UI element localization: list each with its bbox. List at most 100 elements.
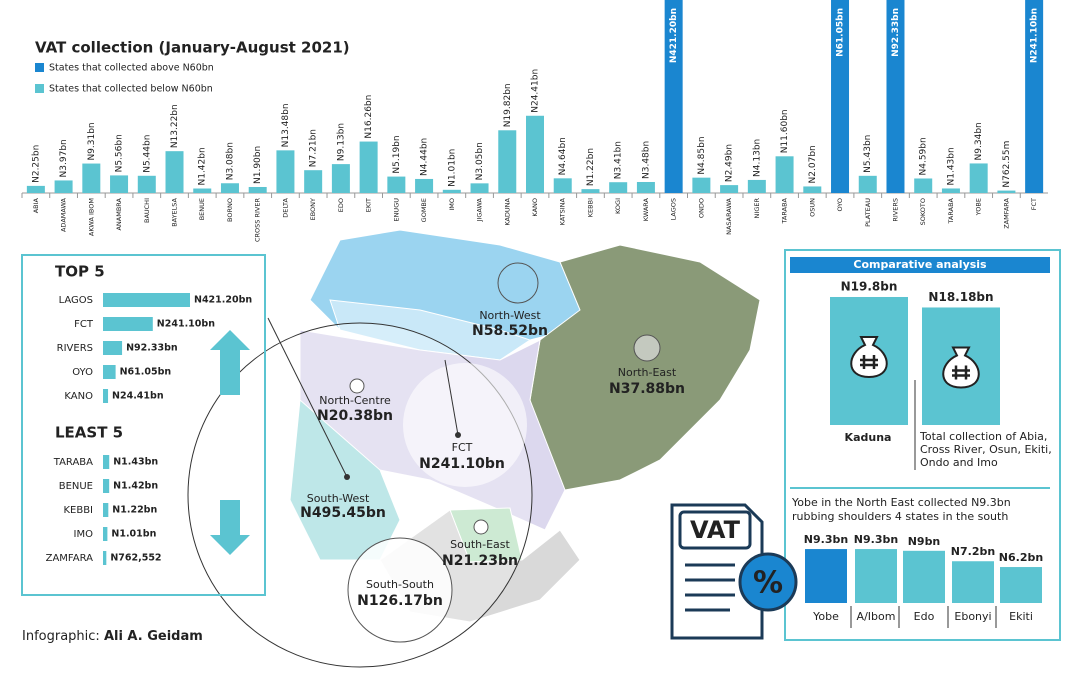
- bar: [103, 551, 107, 565]
- x-tick-label: JIGAWA: [476, 197, 484, 222]
- x-tick-label: Total collection of Abia, Cross River, O…: [920, 430, 1052, 469]
- x-tick-label: DELTA: [281, 197, 289, 217]
- chart-title-box: Yobe in the North East collected N9.3bn …: [792, 496, 1011, 523]
- bar: [886, 0, 905, 193]
- money-bag: [850, 335, 888, 378]
- bar: [831, 0, 850, 194]
- value-label: N4.85bn: [697, 136, 707, 174]
- value-label: N1.43bn: [113, 457, 158, 468]
- arrow-up: [210, 330, 250, 395]
- value-label: N11.60bn: [780, 109, 790, 153]
- value-label: N9.34bn: [974, 122, 984, 160]
- x-tick-label: KOGI: [614, 198, 622, 214]
- x-tick-label: ONDO: [697, 198, 705, 218]
- bar: [692, 177, 711, 193]
- percent-symbol: %: [753, 566, 783, 601]
- region-value: N126.17bn: [357, 593, 443, 609]
- naira-sign: [952, 365, 970, 380]
- legend-label: States that collected below N60bn: [49, 84, 213, 95]
- x-tick-label: ADAMAWA: [60, 197, 68, 232]
- value-label: N6.2bn: [999, 551, 1043, 564]
- value-label: N3.97bn: [59, 139, 69, 177]
- fct-circle: [403, 363, 527, 487]
- x-tick-label: NIGER: [753, 198, 761, 219]
- bar: [103, 317, 153, 331]
- y-tick-label: OYO: [72, 367, 93, 378]
- bar: [470, 183, 489, 193]
- bar: [193, 188, 212, 193]
- bar: [415, 178, 434, 193]
- bar: [609, 182, 628, 193]
- x-tick-label: BENUE: [198, 198, 206, 220]
- marker: [497, 262, 539, 304]
- bar: [498, 130, 517, 193]
- bar: [720, 185, 739, 193]
- y-tick-label: FCT: [74, 319, 94, 330]
- value-label: N1.22bn: [586, 148, 596, 186]
- x-tick-label: EKIT: [365, 198, 373, 212]
- x-tick-label: PLATEAU: [864, 198, 872, 227]
- value-label: N1.42bn: [113, 481, 158, 492]
- x-tick-label: IMO: [448, 198, 456, 211]
- x-tick-label: LAGOS: [670, 198, 678, 220]
- bar: [220, 183, 239, 193]
- region-value: N495.45bn: [300, 505, 386, 521]
- value-label: N13.48bn: [281, 103, 291, 147]
- y-tick-label: RIVERS: [57, 343, 93, 354]
- value-label: N2.49bn: [725, 144, 735, 182]
- x-tick-label: GOMBE: [420, 198, 428, 222]
- region-name: South-East: [450, 538, 510, 551]
- value-label: N5.44bn: [142, 135, 152, 173]
- x-tick-label: Yobe: [812, 610, 839, 623]
- y-tick-label: IMO: [74, 529, 94, 540]
- bar: [941, 188, 960, 193]
- value-label: N18.18bn: [928, 290, 993, 304]
- x-tick-label: YOBE: [975, 198, 983, 216]
- value-label: N4.59bn: [919, 137, 929, 175]
- value-label: N241.10bn: [1030, 8, 1040, 63]
- value-label: N5.56bn: [115, 134, 125, 172]
- x-tick-label: RIVERS: [891, 198, 899, 222]
- x-tick-label: ZAMFARA: [1002, 197, 1010, 228]
- y-tick-label: BENUE: [59, 481, 93, 492]
- region-value: N20.38bn: [317, 408, 393, 424]
- panel-border: [784, 249, 1061, 641]
- x-tick-label: TARABA: [781, 197, 789, 224]
- x-tick-label: AKWA IBOM: [87, 198, 95, 236]
- value-label: N1.22bn: [112, 505, 157, 516]
- value-label: N3.41bn: [614, 141, 624, 179]
- y-tick-label: KEBBI: [63, 505, 93, 516]
- y-tick-label: TARABA: [53, 457, 93, 468]
- bar: [103, 365, 116, 379]
- bar: [165, 151, 184, 193]
- value-label: N9bn: [908, 535, 941, 548]
- x-tick-label: Ebonyi: [954, 610, 991, 623]
- x-tick-label: KATSINA: [559, 197, 567, 225]
- value-label: N5.19bn: [392, 135, 402, 173]
- bar: [775, 156, 794, 193]
- value-label: N19.8bn: [841, 279, 898, 293]
- value-label: N2.25bn: [31, 145, 41, 183]
- value-label: N1.01bn: [111, 529, 156, 540]
- x-tick-label: Kaduna: [845, 431, 892, 444]
- panel-title: Comparative analysis: [853, 258, 987, 271]
- vat-box: [678, 510, 752, 550]
- region-name: FCT: [452, 441, 473, 454]
- naira-sign: [860, 354, 878, 369]
- value-label: N7.2bn: [951, 545, 995, 558]
- x-tick-label: NASARAWA: [725, 197, 733, 234]
- value-label: N5.43bn: [863, 135, 873, 173]
- x-tick-label: KWARA: [642, 197, 650, 221]
- value-label: N1.42bn: [198, 147, 208, 185]
- value-label: N61.05bn: [120, 367, 172, 378]
- value-label: N4.13bn: [752, 139, 762, 177]
- x-tick-label: BORNO: [226, 198, 234, 222]
- value-label: N19.82bn: [503, 83, 513, 127]
- panel-border: [21, 254, 266, 596]
- marker: [633, 334, 661, 362]
- vat-icon: VAT %: [670, 503, 798, 640]
- region-value: N21.23bn: [442, 553, 518, 569]
- marker: [473, 519, 489, 535]
- value-label: N3.08bn: [225, 142, 235, 180]
- value-label: N92.33bn: [126, 343, 178, 354]
